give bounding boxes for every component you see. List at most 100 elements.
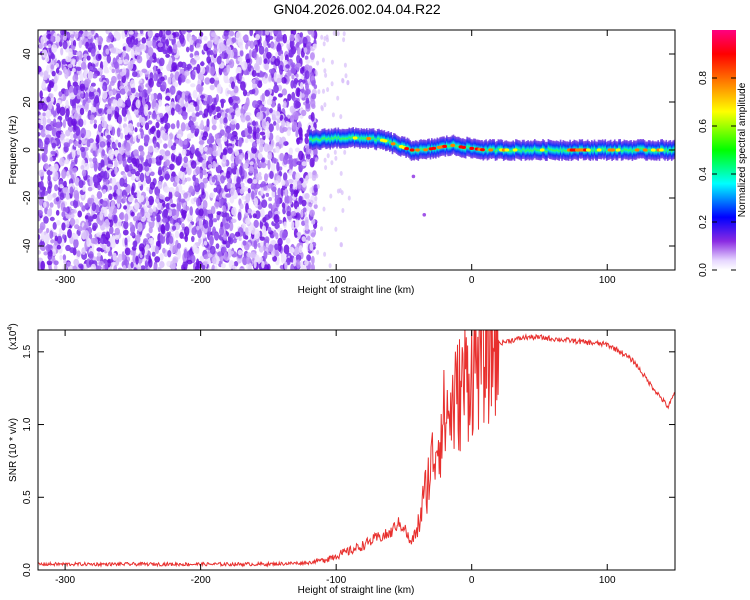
ridge-segment: [627, 141, 630, 161]
noise-speckle: [290, 67, 297, 74]
noise-speckle: [75, 218, 79, 225]
noise-speckle: [211, 176, 216, 183]
noise-speckle: [265, 192, 270, 197]
noise-speckle: [63, 259, 67, 264]
x-tick-label: -300: [55, 275, 75, 286]
noise-speckle: [97, 184, 102, 191]
noise-speckle: [230, 162, 235, 169]
noise-speckle: [48, 125, 53, 131]
noise-speckle: [281, 119, 286, 128]
noise-speckle: [107, 30, 113, 33]
noise-speckle: [96, 247, 102, 252]
noise-speckle: [204, 77, 211, 85]
noise-speckle: [46, 96, 51, 103]
noise-speckle: [48, 81, 55, 88]
spectral-ridge: [309, 127, 675, 217]
noise-speckle: [261, 199, 268, 208]
noise-speckle: [114, 110, 118, 120]
noise-speckle: [275, 122, 280, 131]
noise-speckle: [53, 75, 58, 84]
noise-speckle: [128, 30, 134, 35]
noise-speckle: [198, 110, 203, 116]
noise-speckle: [199, 182, 205, 190]
noise-speckle: [118, 145, 125, 156]
noise-speckle: [178, 170, 184, 179]
noise-speckle: [124, 85, 129, 93]
noise-speckle: [240, 81, 246, 91]
noise-speckle: [104, 158, 109, 166]
noise-speckle: [50, 52, 55, 59]
noise-speckle: [201, 264, 206, 270]
noise-speckle: [184, 101, 189, 108]
noise-speckle: [220, 175, 225, 184]
noise-speckle: [174, 139, 179, 145]
noise-speckle: [203, 219, 209, 229]
noise-speckle: [41, 49, 48, 58]
noise-speckle: [343, 149, 347, 155]
noise-speckle: [130, 211, 135, 217]
noise-speckle: [165, 30, 172, 36]
ridge-segment: [509, 141, 512, 161]
noise-speckle: [333, 149, 337, 155]
noise-speckle: [43, 251, 48, 256]
noise-speckle: [261, 118, 267, 129]
noise-speckle: [253, 197, 259, 207]
snr-x-label: Height of straight line (km): [298, 585, 415, 596]
noise-speckle: [271, 157, 277, 164]
noise-speckle: [338, 188, 342, 194]
noise-speckle: [334, 155, 338, 161]
noise-speckle: [276, 77, 282, 84]
ridge-segment: [550, 140, 552, 160]
noise-speckle: [246, 134, 252, 139]
noise-speckle: [304, 70, 310, 80]
ridge-segment: [378, 128, 380, 148]
noise-speckle: [238, 73, 243, 81]
noise-speckle: [211, 124, 217, 131]
noise-speckle: [182, 106, 187, 112]
noise-speckle: [265, 242, 269, 248]
noise-speckle: [273, 121, 277, 126]
noise-speckle: [264, 72, 269, 79]
noise-speckle: [172, 43, 178, 54]
noise-speckle: [267, 159, 271, 170]
x-tick-label: -200: [191, 275, 211, 286]
noise-speckle: [181, 30, 186, 35]
ridge-segment: [508, 141, 510, 161]
noise-speckle: [301, 161, 307, 167]
ridge-segment: [352, 127, 354, 147]
noise-speckle: [123, 195, 127, 202]
noise-speckle: [293, 189, 298, 198]
noise-speckle: [301, 220, 306, 226]
ridge-segment: [497, 139, 500, 159]
noise-speckle: [226, 64, 231, 74]
noise-speckle: [41, 103, 48, 112]
noise-speckle: [315, 157, 318, 163]
noise-speckle: [141, 68, 148, 74]
ridge-peak: [615, 148, 621, 152]
noise-speckle: [242, 35, 249, 41]
noise-speckle: [105, 48, 110, 55]
noise-speckle: [137, 264, 142, 270]
noise-speckle: [46, 208, 53, 217]
noise-speckle: [230, 218, 237, 223]
noise-speckle: [111, 126, 116, 136]
noise-speckle: [152, 205, 156, 213]
noise-speckle: [228, 30, 235, 37]
noise-speckle: [184, 90, 189, 96]
ridge-peak: [352, 136, 358, 140]
noise-speckle: [207, 147, 213, 155]
colorbar-tick-label: 0.0: [698, 263, 709, 277]
noise-speckle: [256, 127, 260, 133]
noise-speckle: [197, 71, 204, 81]
noise-speckle: [128, 123, 134, 133]
noise-speckle: [189, 206, 193, 216]
noise-speckle: [112, 252, 117, 261]
noise-speckle: [73, 199, 78, 209]
noise-speckle-layer: [38, 30, 351, 270]
noise-speckle: [219, 129, 225, 137]
noise-speckle: [92, 143, 97, 152]
noise-speckle: [80, 265, 84, 270]
ridge-segment: [360, 128, 363, 148]
noise-speckle: [84, 81, 90, 88]
noise-speckle: [65, 113, 70, 122]
